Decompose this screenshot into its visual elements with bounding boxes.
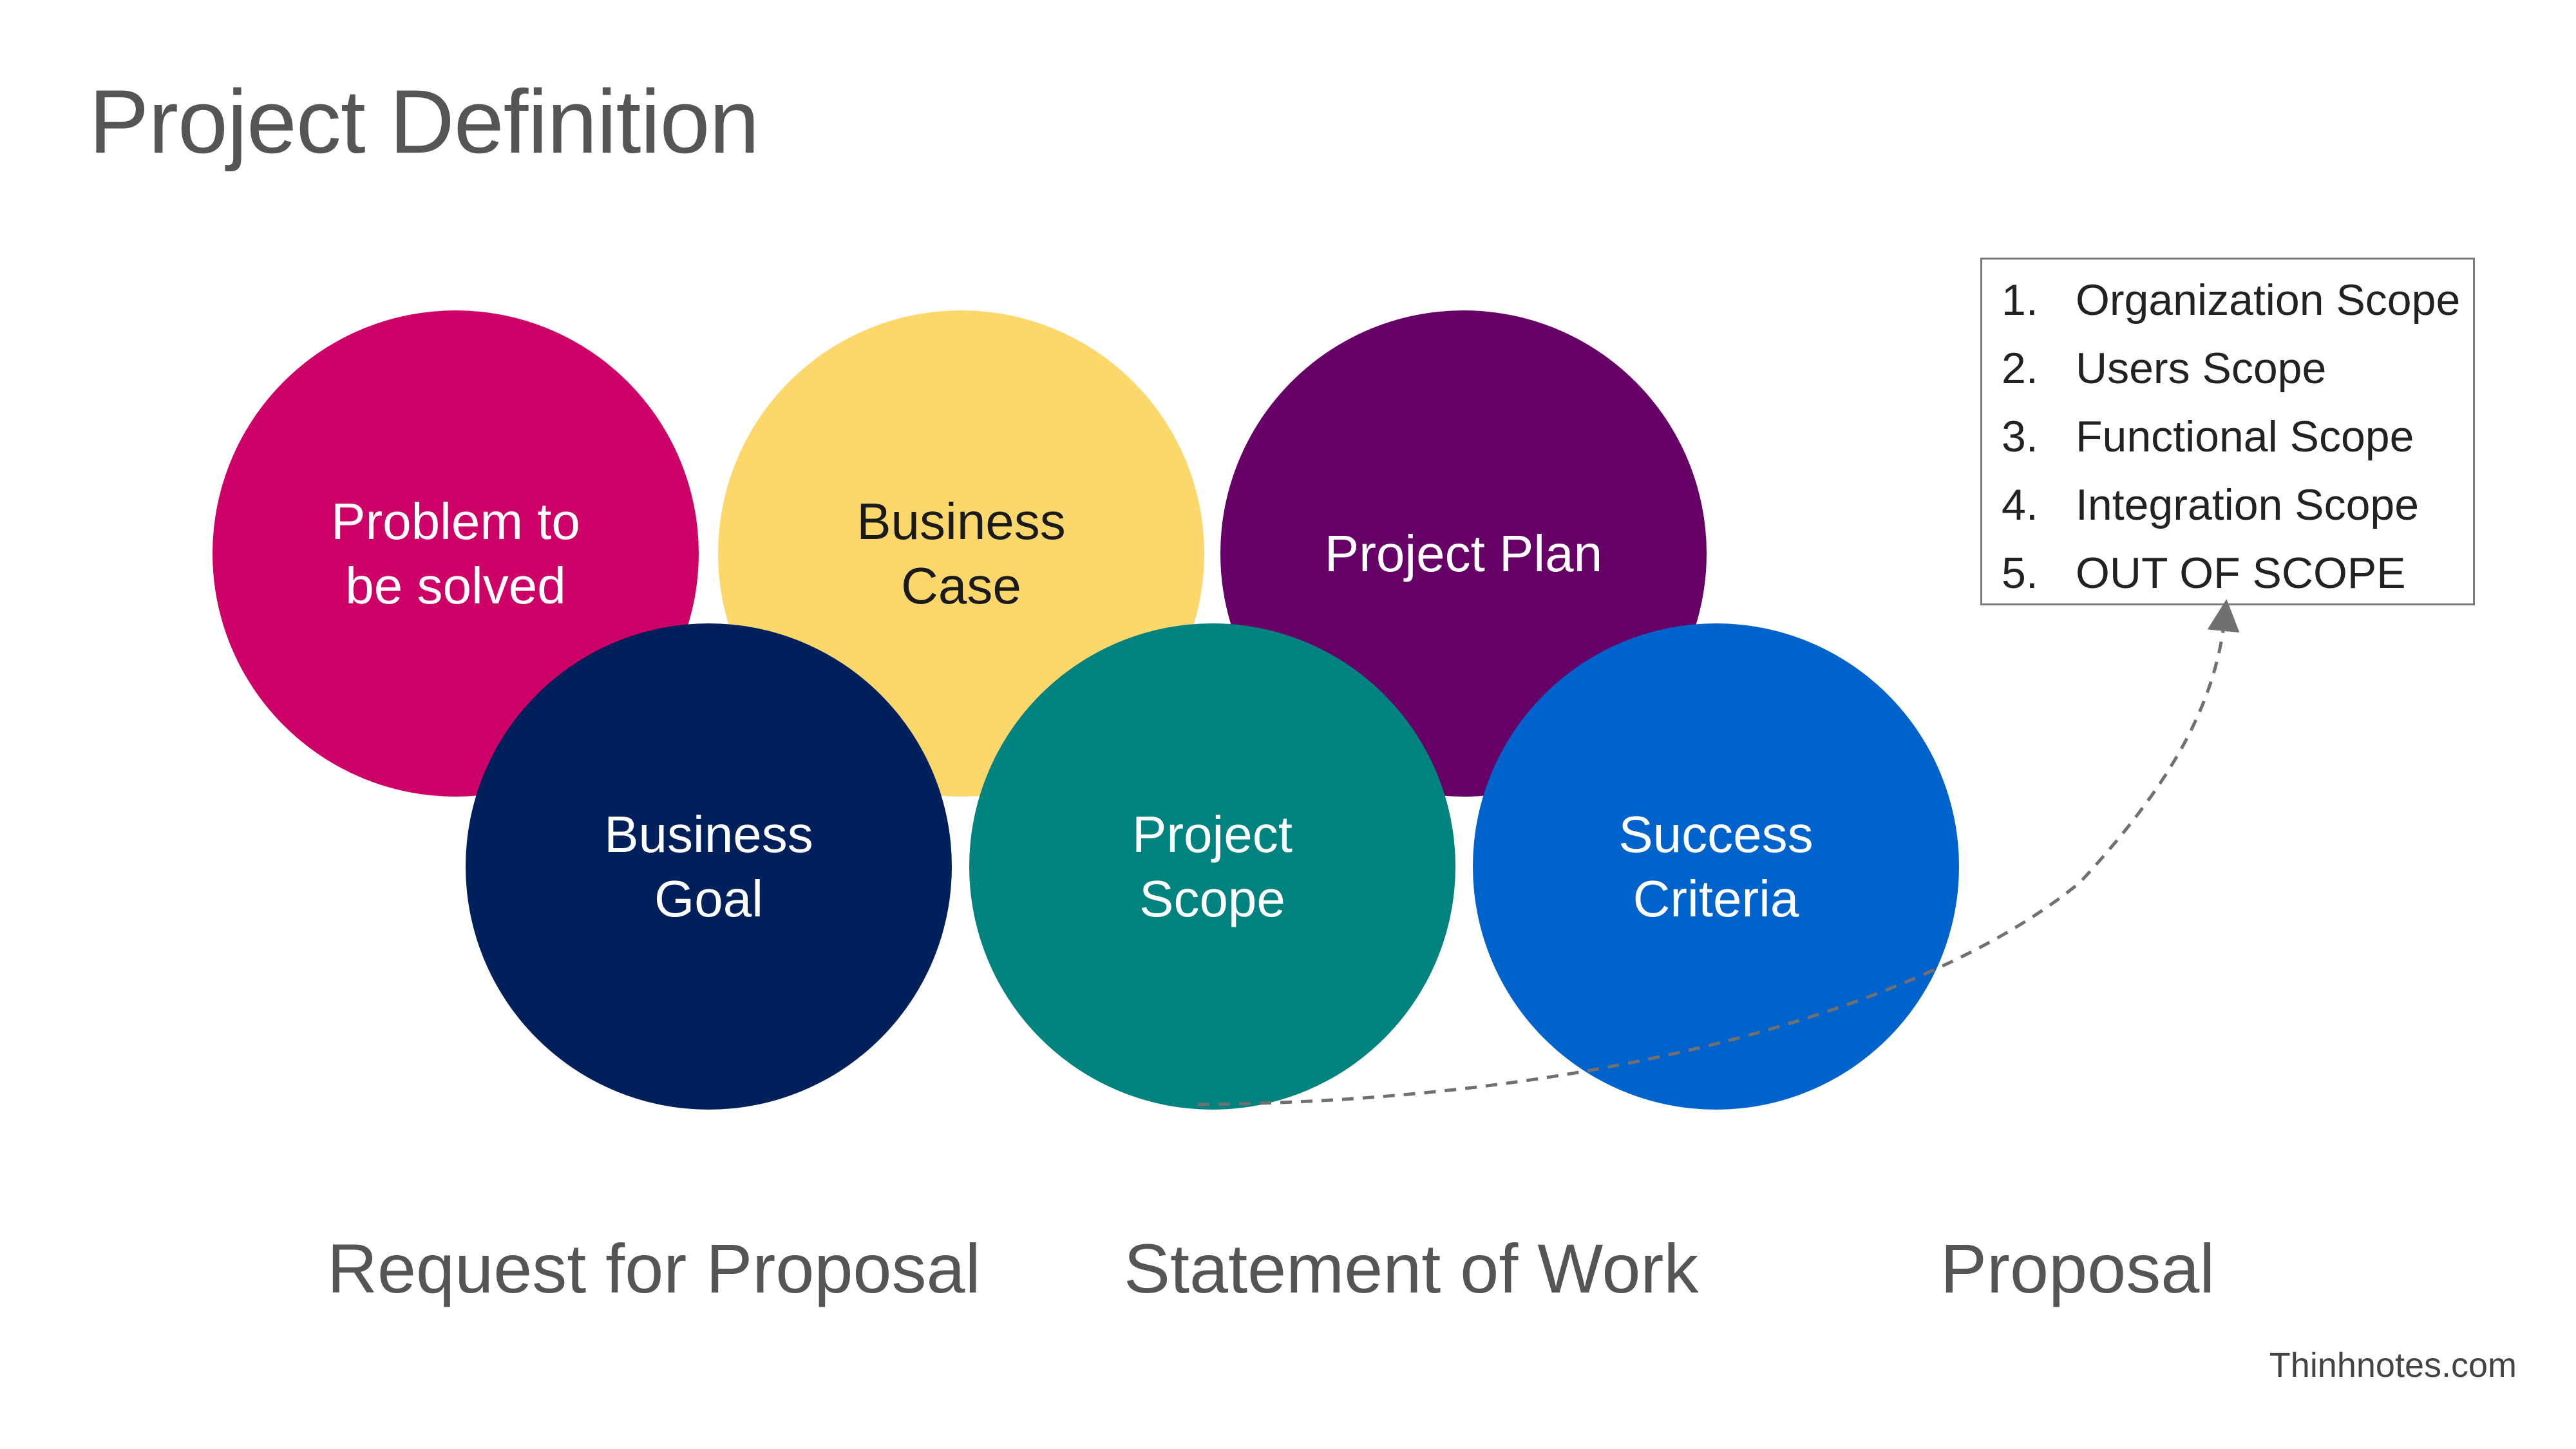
scope-item-number: 3. [2002, 412, 2038, 461]
circle-label: Problem to be solved [261, 489, 650, 618]
circle-label: Success Criteria [1522, 802, 1911, 931]
scope-item-text: Functional Scope [2076, 412, 2414, 461]
footer-credit: Thinhnotes.com [2269, 1346, 2517, 1385]
circle-label-line: Success [1618, 805, 1814, 863]
label-request-for-proposal: Request for Proposal [327, 1229, 981, 1307]
circle-business-goal: Business Goal [466, 623, 952, 1110]
scope-item-text: Organization Scope [2076, 276, 2461, 325]
circle-label: Project Plan [1269, 522, 1658, 586]
circle-project-scope: Project Scope [969, 623, 1455, 1110]
circle-label: Project Scope [1018, 802, 1407, 931]
label-proposal: Proposal [1940, 1229, 2215, 1307]
scope-item-number: 1. [2002, 276, 2038, 325]
circle-problem: Problem to be solved [213, 310, 699, 797]
scope-item-number: 4. [2002, 480, 2038, 529]
scope-item-text: Integration Scope [2076, 480, 2420, 529]
circle-label-line: Case [901, 556, 1021, 614]
circle-label-line: Criteria [1633, 869, 1799, 927]
scope-list-box: 1. Organization Scope 2. Users Scope 3. … [1980, 258, 2475, 605]
circle-label-line: be solved [345, 556, 566, 614]
circle-label-line: Problem to [331, 492, 580, 550]
scope-item-number: 2. [2002, 344, 2038, 393]
circle-label: Business Goal [515, 802, 904, 931]
circle-label-line: Scope [1139, 869, 1285, 927]
label-statement-of-work: Statement of Work [1124, 1229, 1699, 1307]
circle-label-line: Project [1132, 805, 1293, 863]
scope-item-text: Users Scope [2076, 344, 2327, 393]
circle-label-line: Project Plan [1324, 524, 1603, 582]
scope-item-number: 5. [2002, 549, 2038, 598]
circle-label-line: Business [857, 492, 1066, 550]
scope-item-text: OUT OF SCOPE [2076, 549, 2406, 598]
circle-label-line: Goal [654, 869, 763, 927]
page-title: Project Definition [89, 71, 759, 172]
circle-label: Business Case [767, 489, 1156, 618]
circle-success-criteria: Success Criteria [1473, 623, 1959, 1110]
circle-label-line: Business [604, 805, 813, 863]
